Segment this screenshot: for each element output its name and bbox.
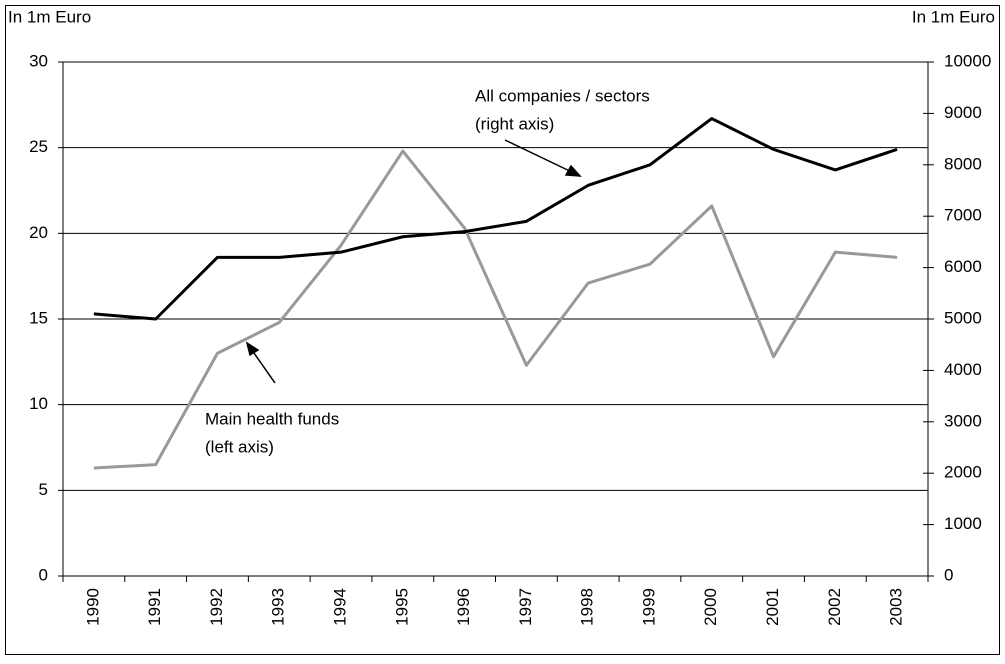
y2-axis-label: In 1m Euro <box>912 7 995 26</box>
x-tick-label: 2001 <box>763 588 782 626</box>
y2-tick-label: 6000 <box>944 257 982 276</box>
y2-tick-label: 7000 <box>944 206 982 225</box>
y-tick-label: 5 <box>39 480 48 499</box>
x-tick-label: 1998 <box>578 588 597 626</box>
x-tick-label: 2000 <box>701 588 720 626</box>
annotation: Main health funds <box>205 409 339 428</box>
y-tick-label: 0 <box>39 565 48 584</box>
y-tick-label: 25 <box>29 137 48 156</box>
x-tick-label: 1993 <box>269 588 288 626</box>
x-tick-label: 1991 <box>145 588 164 626</box>
x-tick-label: 1990 <box>83 588 102 626</box>
annotation: (right axis) <box>475 114 554 133</box>
x-tick-label: 1996 <box>454 588 473 626</box>
x-tick-label: 1997 <box>516 588 535 626</box>
y-axis-label: In 1m Euro <box>8 7 91 26</box>
chart-border <box>5 5 1000 655</box>
series-line <box>93 117 898 321</box>
annotation: All companies / sectors <box>475 86 650 105</box>
x-tick-label: 1995 <box>392 588 411 626</box>
annotation: (left axis) <box>205 437 274 456</box>
y-tick-label: 30 <box>29 51 48 70</box>
y2-tick-label: 0 <box>944 565 953 584</box>
x-tick-label: 1994 <box>331 588 350 626</box>
arrows <box>245 139 582 384</box>
y-tick-label: 20 <box>29 223 48 242</box>
y2-tick-label: 10000 <box>944 51 991 70</box>
y2-tick-label: 1000 <box>944 514 982 533</box>
series-line <box>93 149 898 470</box>
x-tick-label: 2002 <box>825 588 844 626</box>
y2-tick-label: 3000 <box>944 411 982 430</box>
x-tick-label: 1992 <box>207 588 226 626</box>
y2-tick-label: 5000 <box>944 308 982 327</box>
y-tick-label: 15 <box>29 308 48 327</box>
y2-tick-label: 8000 <box>944 154 982 173</box>
x-tick-label: 1999 <box>639 588 658 626</box>
x-tick-label: 2003 <box>887 588 906 626</box>
y2-tick-label: 9000 <box>944 103 982 122</box>
y2-tick-label: 2000 <box>944 463 982 482</box>
y-tick-label: 10 <box>29 394 48 413</box>
y2-tick-label: 4000 <box>944 360 982 379</box>
